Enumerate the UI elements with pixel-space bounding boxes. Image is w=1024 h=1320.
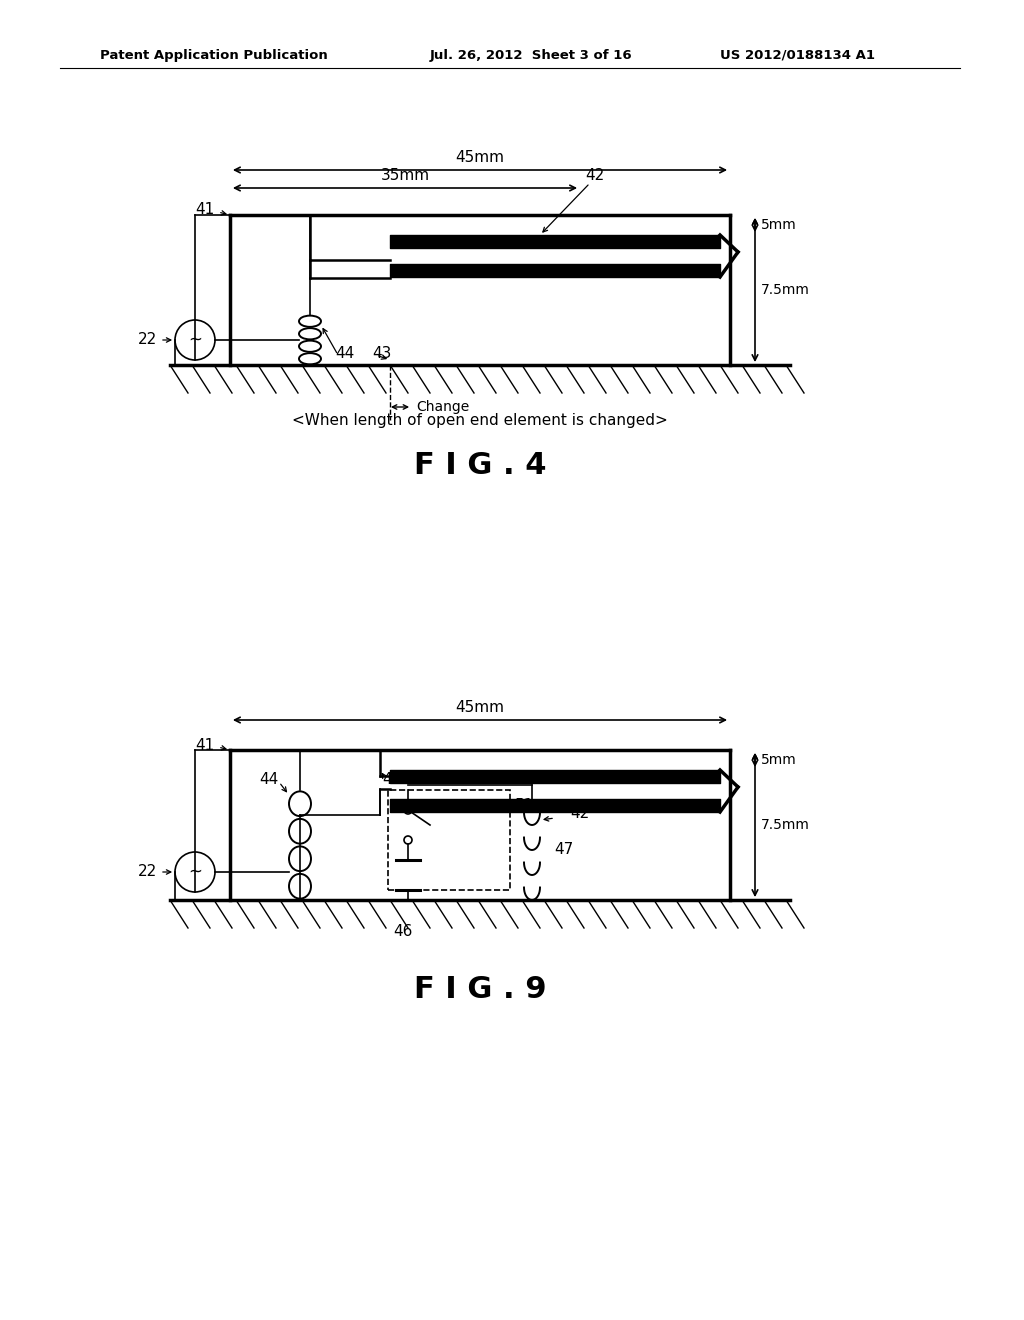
Text: 44: 44 xyxy=(335,346,354,360)
Text: 7.5mm: 7.5mm xyxy=(761,282,810,297)
Text: 35mm: 35mm xyxy=(381,168,429,182)
Text: 41: 41 xyxy=(195,202,214,218)
Text: F I G . 4: F I G . 4 xyxy=(414,450,546,479)
Text: 41: 41 xyxy=(195,738,214,752)
Text: Jul. 26, 2012  Sheet 3 of 16: Jul. 26, 2012 Sheet 3 of 16 xyxy=(430,49,633,62)
Bar xyxy=(388,789,510,890)
Text: 5mm: 5mm xyxy=(761,752,797,767)
Text: 45mm: 45mm xyxy=(456,149,505,165)
Text: Patent Application Publication: Patent Application Publication xyxy=(100,49,328,62)
Text: 47: 47 xyxy=(554,842,573,858)
Text: 42: 42 xyxy=(585,168,604,182)
Text: 22: 22 xyxy=(138,333,157,347)
Text: Change: Change xyxy=(416,400,469,414)
Text: 43: 43 xyxy=(382,772,401,788)
Text: 42: 42 xyxy=(570,807,589,821)
Text: 43: 43 xyxy=(372,346,391,360)
Text: 44: 44 xyxy=(259,772,278,788)
Text: ~: ~ xyxy=(188,331,202,348)
Text: ~: ~ xyxy=(188,863,202,880)
Text: 7.5mm: 7.5mm xyxy=(761,818,810,832)
Text: <When length of open end element is changed>: <When length of open end element is chan… xyxy=(292,412,668,428)
Text: 45mm: 45mm xyxy=(456,700,505,714)
Text: 46: 46 xyxy=(393,924,413,940)
Text: F I G . 9: F I G . 9 xyxy=(414,975,547,1005)
Text: 51: 51 xyxy=(515,797,535,813)
Text: US 2012/0188134 A1: US 2012/0188134 A1 xyxy=(720,49,874,62)
Text: 22: 22 xyxy=(138,865,157,879)
Text: 5mm: 5mm xyxy=(761,218,797,232)
